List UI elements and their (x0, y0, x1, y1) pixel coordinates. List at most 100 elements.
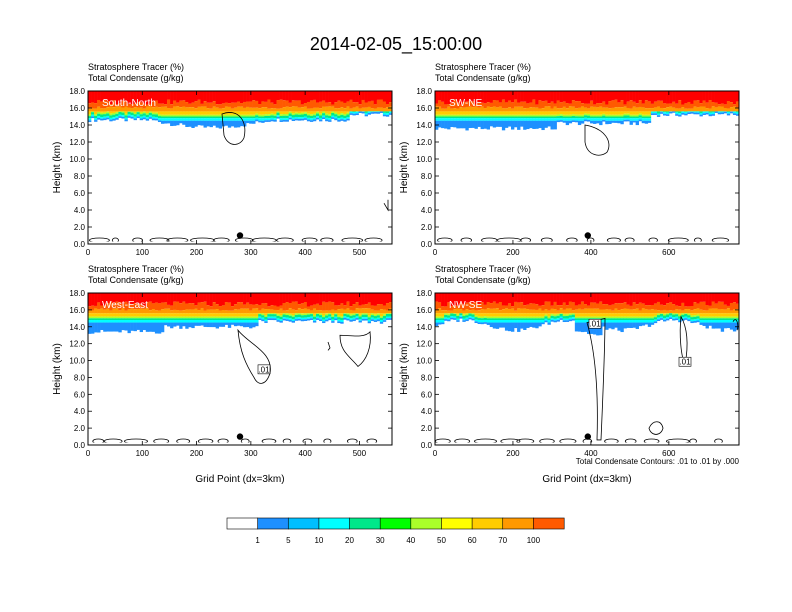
plot-frame (87, 292, 393, 446)
heatmap-cell (507, 313, 512, 317)
heatmap-cell (690, 293, 694, 306)
heatmap-cell (605, 320, 609, 323)
heatmap-cell (349, 111, 353, 114)
heatmap-cell (438, 318, 442, 321)
heatmap-cell (249, 304, 253, 311)
heatmap-cell (352, 112, 356, 114)
heatmap-cell (693, 100, 697, 107)
heatmap-cell (638, 320, 643, 323)
heatmap-cell (88, 118, 92, 121)
heatmap-cell (477, 293, 481, 305)
heatmap-cell (632, 302, 636, 310)
heatmap-cell (285, 100, 289, 107)
heatmap-cell (526, 309, 530, 314)
heatmap-cell (88, 111, 92, 115)
heatmap-cell (696, 112, 700, 115)
heatmap-cell (151, 316, 156, 319)
heatmap-cell (514, 313, 518, 317)
heatmap-cell (118, 293, 122, 303)
heatmap-cell (130, 104, 134, 109)
heatmap-cell (170, 318, 174, 321)
heatmap-cell (319, 319, 323, 322)
heatmap-cell (444, 111, 448, 115)
heatmap-cell (88, 114, 92, 117)
heatmap-cell (435, 316, 439, 319)
heatmap-cell (641, 116, 646, 119)
heatmap-cell (88, 103, 92, 109)
heatmap-cell (340, 101, 344, 108)
heatmap-cell (118, 322, 122, 333)
heatmap-cell (514, 310, 518, 314)
heatmap-cell (441, 120, 445, 129)
heatmap-cell (382, 108, 387, 112)
heatmap-cell (641, 293, 646, 304)
heatmap-cell (124, 91, 128, 102)
heatmap-cell (602, 304, 606, 310)
heatmap-cell (553, 120, 557, 130)
heatmap-cell (124, 310, 128, 314)
heatmap-cell (492, 106, 497, 112)
heatmap-cell (182, 316, 186, 319)
heatmap-cell (270, 313, 274, 315)
heatmap-cell (635, 116, 639, 119)
heatmap-cell (91, 91, 95, 103)
heatmap-cell (514, 320, 518, 323)
heatmap-cell (115, 112, 119, 114)
heatmap-cell (726, 313, 731, 317)
heatmap-cell (489, 102, 494, 108)
heatmap-cell (364, 107, 368, 112)
heatmap-cell (173, 106, 177, 112)
heatmap-cell (468, 316, 472, 318)
heatmap-cell (632, 316, 636, 319)
heatmap-cell (249, 107, 253, 112)
heatmap-cell (370, 112, 375, 114)
heatmap-cell (659, 313, 664, 317)
heatmap-cell (653, 315, 658, 318)
heatmap-cell (322, 310, 326, 314)
heatmap-cell (276, 115, 280, 117)
heatmap-cell (322, 313, 326, 316)
heatmap-cell (319, 305, 323, 311)
heatmap-cell (224, 293, 229, 303)
heatmap-cell (179, 116, 183, 119)
heatmap-cell (188, 316, 192, 319)
heatmap-cell (650, 320, 655, 323)
heatmap-cell (690, 111, 694, 114)
heatmap-cell (243, 293, 247, 305)
heatmap-cell (574, 108, 579, 112)
heatmap-cell (246, 111, 250, 115)
heatmap-cell (285, 115, 289, 119)
heatmap-cell (322, 319, 326, 322)
heatmap-cell (571, 317, 576, 319)
heatmap-cell (100, 318, 104, 321)
heatmap-cell (565, 108, 570, 112)
heatmap-cell (376, 91, 381, 100)
heatmap-cell (456, 118, 460, 121)
heatmap-cell (325, 315, 329, 318)
heatmap-cell (291, 320, 296, 323)
heatmap-cell (170, 91, 174, 105)
heatmap-cell (599, 91, 603, 104)
heatmap-cell (553, 116, 557, 119)
heatmap-cell (103, 293, 107, 306)
heatmap-cell (726, 322, 731, 329)
heatmap-cell (203, 318, 207, 321)
heatmap-cell (678, 91, 682, 101)
heatmap-cell (635, 114, 639, 117)
heatmap-cell (206, 322, 210, 328)
heatmap-cell (346, 101, 350, 107)
chart-panel-nw-se: .01.010.02.04.06.08.010.012.014.016.018.… (399, 264, 740, 485)
heatmap-cell (103, 108, 107, 112)
heatmap-cell (349, 320, 353, 322)
heatmap-cell (337, 319, 341, 322)
heatmap-cell (246, 106, 250, 112)
heatmap-cell (495, 316, 500, 319)
heatmap-cell (309, 114, 314, 116)
heatmap-cell (498, 313, 503, 317)
heatmap-cell (106, 316, 110, 319)
heatmap-cell (124, 113, 128, 116)
heatmap-cell (632, 320, 636, 323)
heatmap-cell (453, 114, 457, 117)
heatmap-cell (690, 315, 694, 318)
heatmap-cell (215, 318, 220, 321)
